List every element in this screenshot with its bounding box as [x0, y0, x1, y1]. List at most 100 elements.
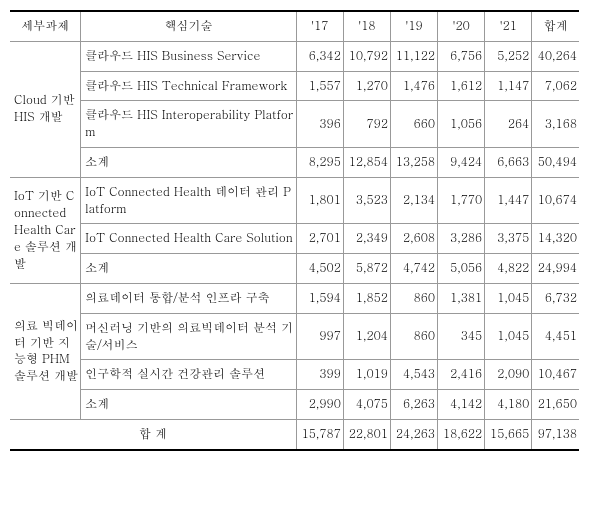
value-cell: 399 — [296, 360, 343, 390]
tech-cell: IoT Connected Health Care Solution — [81, 224, 297, 254]
header-y21: '21 — [485, 11, 532, 41]
table-row: 머신러닝 기반의 의료빅데이터 분석 기술/서비스9971,2048603451… — [10, 313, 579, 360]
task-cell: 의료 빅데이터 기반 지능형 PHM 솔루션 개발 — [10, 283, 81, 419]
value-cell: 1,594 — [296, 283, 343, 313]
value-cell: 4,502 — [296, 254, 343, 284]
task-cell: Cloud 기반 HIS 개발 — [10, 41, 81, 177]
value-cell: 1,045 — [485, 313, 532, 360]
value-cell: 1,852 — [343, 283, 390, 313]
budget-table: 세부과제 핵심기술 '17 '18 '19 '20 '21 합계 Cloud 기… — [10, 10, 579, 451]
tech-cell: 인구학적 실시간 건강관리 솔루션 — [81, 360, 297, 390]
value-cell: 3,523 — [343, 177, 390, 224]
value-cell: 4,822 — [485, 254, 532, 284]
value-cell: 24,994 — [532, 254, 579, 284]
header-y18: '18 — [343, 11, 390, 41]
value-cell: 6,732 — [532, 283, 579, 313]
value-cell: 4,142 — [438, 390, 485, 420]
header-y20: '20 — [438, 11, 485, 41]
tech-cell: 클라우드 HIS Business Service — [81, 41, 297, 71]
total-row: 합 계15,78722,80124,26318,62215,66597,138 — [10, 419, 579, 449]
value-cell: 4,180 — [485, 390, 532, 420]
value-cell: 997 — [296, 313, 343, 360]
table-header-row: 세부과제 핵심기술 '17 '18 '19 '20 '21 합계 — [10, 11, 579, 41]
value-cell: 2,349 — [343, 224, 390, 254]
tech-cell: 의료데이터 통합/분석 인프라 구축 — [81, 283, 297, 313]
tech-cell: 소계 — [81, 254, 297, 284]
total-value: 24,263 — [390, 419, 437, 449]
table-row: 소계8,29512,85413,2589,4246,66350,494 — [10, 147, 579, 177]
tech-cell: 머신러닝 기반의 의료빅데이터 분석 기술/서비스 — [81, 313, 297, 360]
total-value: 18,622 — [438, 419, 485, 449]
value-cell: 13,258 — [390, 147, 437, 177]
value-cell: 1,270 — [343, 71, 390, 101]
value-cell: 4,543 — [390, 360, 437, 390]
value-cell: 4,075 — [343, 390, 390, 420]
value-cell: 5,252 — [485, 41, 532, 71]
header-y17: '17 — [296, 11, 343, 41]
value-cell: 10,792 — [343, 41, 390, 71]
value-cell: 1,045 — [485, 283, 532, 313]
value-cell: 1,056 — [438, 101, 485, 148]
table-row: 의료 빅데이터 기반 지능형 PHM 솔루션 개발의료데이터 통합/분석 인프라… — [10, 283, 579, 313]
value-cell: 1,381 — [438, 283, 485, 313]
total-value: 15,665 — [485, 419, 532, 449]
value-cell: 1,801 — [296, 177, 343, 224]
value-cell: 5,056 — [438, 254, 485, 284]
value-cell: 6,263 — [390, 390, 437, 420]
table-row: 인구학적 실시간 건강관리 솔루션3991,0194,5432,4162,090… — [10, 360, 579, 390]
table-row: 클라우드 HIS Technical Framework1,5571,2701,… — [10, 71, 579, 101]
tech-cell: 클라우드 HIS Technical Framework — [81, 71, 297, 101]
value-cell: 4,451 — [532, 313, 579, 360]
value-cell: 1,447 — [485, 177, 532, 224]
tech-cell: 소계 — [81, 390, 297, 420]
value-cell: 860 — [390, 283, 437, 313]
table-row: IoT Connected Health Care Solution2,7012… — [10, 224, 579, 254]
tech-cell: 소계 — [81, 147, 297, 177]
value-cell: 10,674 — [532, 177, 579, 224]
value-cell: 1,612 — [438, 71, 485, 101]
value-cell: 21,650 — [532, 390, 579, 420]
total-value: 15,787 — [296, 419, 343, 449]
value-cell: 10,467 — [532, 360, 579, 390]
value-cell: 1,147 — [485, 71, 532, 101]
value-cell: 345 — [438, 313, 485, 360]
header-tech: 핵심기술 — [81, 11, 297, 41]
value-cell: 2,134 — [390, 177, 437, 224]
value-cell: 4,742 — [390, 254, 437, 284]
value-cell: 2,990 — [296, 390, 343, 420]
tech-cell: IoT Connected Health 데이터 관리 Platform — [81, 177, 297, 224]
table-row: 소계4,5025,8724,7425,0564,82224,994 — [10, 254, 579, 284]
value-cell: 3,168 — [532, 101, 579, 148]
value-cell: 660 — [390, 101, 437, 148]
header-task: 세부과제 — [10, 11, 81, 41]
value-cell: 40,264 — [532, 41, 579, 71]
value-cell: 2,416 — [438, 360, 485, 390]
value-cell: 1,204 — [343, 313, 390, 360]
value-cell: 396 — [296, 101, 343, 148]
value-cell: 12,854 — [343, 147, 390, 177]
value-cell: 1,557 — [296, 71, 343, 101]
value-cell: 792 — [343, 101, 390, 148]
header-y19: '19 — [390, 11, 437, 41]
total-value: 97,138 — [532, 419, 579, 449]
value-cell: 6,756 — [438, 41, 485, 71]
table-row: 클라우드 HIS Interoperability Platform396792… — [10, 101, 579, 148]
value-cell: 8,295 — [296, 147, 343, 177]
value-cell: 2,608 — [390, 224, 437, 254]
table-row: Cloud 기반 HIS 개발클라우드 HIS Business Service… — [10, 41, 579, 71]
header-sum: 합계 — [532, 11, 579, 41]
total-value: 22,801 — [343, 419, 390, 449]
value-cell: 50,494 — [532, 147, 579, 177]
value-cell: 5,872 — [343, 254, 390, 284]
value-cell: 1,019 — [343, 360, 390, 390]
value-cell: 2,701 — [296, 224, 343, 254]
table-row: 소계2,9904,0756,2634,1424,18021,650 — [10, 390, 579, 420]
value-cell: 6,663 — [485, 147, 532, 177]
value-cell: 9,424 — [438, 147, 485, 177]
value-cell: 3,286 — [438, 224, 485, 254]
value-cell: 6,342 — [296, 41, 343, 71]
value-cell: 1,770 — [438, 177, 485, 224]
task-cell: IoT 기반 Connected Health Care 솔루션 개발 — [10, 177, 81, 283]
value-cell: 3,375 — [485, 224, 532, 254]
value-cell: 1,476 — [390, 71, 437, 101]
